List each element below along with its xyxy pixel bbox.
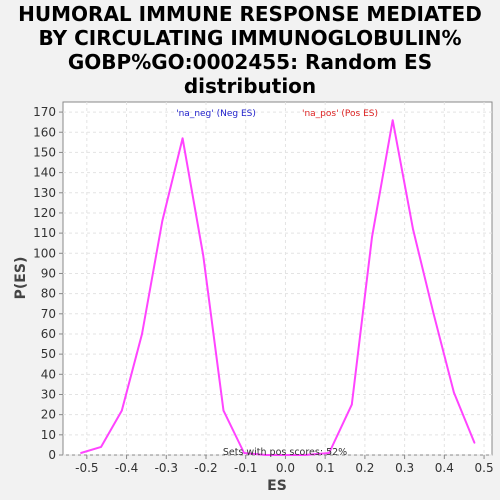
y-tick-label: 0 xyxy=(48,448,56,462)
y-tick-label: 150 xyxy=(33,145,56,159)
data-point xyxy=(120,409,123,412)
x-tick-label: -0.5 xyxy=(75,461,98,475)
x-tick-label: -0.3 xyxy=(155,461,178,475)
chart-title-line: BY CIRCULATING IMMUNOGLOBULIN% xyxy=(38,26,462,50)
data-point xyxy=(304,454,307,456)
data-point xyxy=(243,452,245,454)
x-tick-label: 0.0 xyxy=(276,461,295,475)
y-tick-label: 160 xyxy=(33,125,56,139)
y-axis-label: P(ES) xyxy=(13,257,29,300)
x-tick-label: 0.1 xyxy=(316,461,335,475)
y-tick-label: 10 xyxy=(41,428,56,442)
legend-neg-label: 'na_neg' (Neg ES) xyxy=(176,109,256,119)
y-tick-label: 100 xyxy=(33,246,56,260)
chart-title-line: distribution xyxy=(183,74,317,98)
data-point xyxy=(284,454,287,456)
data-point xyxy=(473,442,476,444)
pos-score-annotation: Sets with pos scores: 52% xyxy=(223,447,347,458)
series-layer xyxy=(80,119,476,456)
chart-title: HUMORAL IMMUNE RESPONSE MEDIATED BY CIRC… xyxy=(0,2,500,98)
y-tick-label: 30 xyxy=(41,387,56,401)
data-point xyxy=(371,236,373,238)
data-point xyxy=(161,220,164,222)
data-point xyxy=(222,409,225,412)
series-line xyxy=(80,119,476,456)
x-axis-label: ES xyxy=(267,478,287,494)
y-tick-label: 70 xyxy=(41,307,56,321)
y-tick-label: 130 xyxy=(33,186,56,200)
x-tick-label: -0.2 xyxy=(194,461,217,475)
legend-pos-label: 'na_pos' (Pos ES) xyxy=(302,109,378,119)
x-tick-label: 0.5 xyxy=(475,461,494,475)
y-tick-label: 40 xyxy=(41,367,56,381)
data-point xyxy=(100,446,102,448)
data-point xyxy=(181,137,184,140)
data-point xyxy=(350,403,353,406)
x-tick-label: -0.4 xyxy=(115,461,138,475)
y-tick-label: 50 xyxy=(41,347,56,361)
x-tick-label: 0.3 xyxy=(395,461,414,475)
y-tick-label: 20 xyxy=(41,408,56,422)
x-axis-ticks: -0.5 -0.4 -0.3 -0.2 -0.1 0.0 0.1 0.2 0.3 0.4 0.5 xyxy=(75,455,494,475)
data-point xyxy=(453,391,455,394)
data-point xyxy=(391,119,394,121)
data-point xyxy=(264,454,267,456)
data-point xyxy=(328,452,330,454)
y-tick-label: 80 xyxy=(41,287,56,301)
x-tick-label: 0.4 xyxy=(435,461,454,475)
y-tick-label: 110 xyxy=(33,226,56,240)
data-point xyxy=(432,313,435,315)
y-tick-label: 60 xyxy=(41,327,56,341)
y-tick-label: 120 xyxy=(33,206,56,220)
x-tick-label: 0.2 xyxy=(355,461,374,475)
data-point xyxy=(412,228,414,230)
chart-title-line: GOBP%GO:0002455: Random ES xyxy=(67,50,433,74)
data-point xyxy=(141,333,143,335)
y-axis-ticks: 0 10 20 30 40 50 60 70 80 90 100 110 120 130 140 150 160… xyxy=(33,105,63,462)
data-point xyxy=(202,254,205,257)
data-point xyxy=(80,452,82,454)
y-tick-label: 90 xyxy=(41,266,56,280)
plot-area xyxy=(62,101,493,456)
chart-title-line: HUMORAL IMMUNE RESPONSE MEDIATED xyxy=(18,2,482,26)
y-tick-label: 140 xyxy=(33,166,56,180)
y-tick-label: 170 xyxy=(33,105,56,119)
x-tick-label: -0.1 xyxy=(234,461,257,475)
